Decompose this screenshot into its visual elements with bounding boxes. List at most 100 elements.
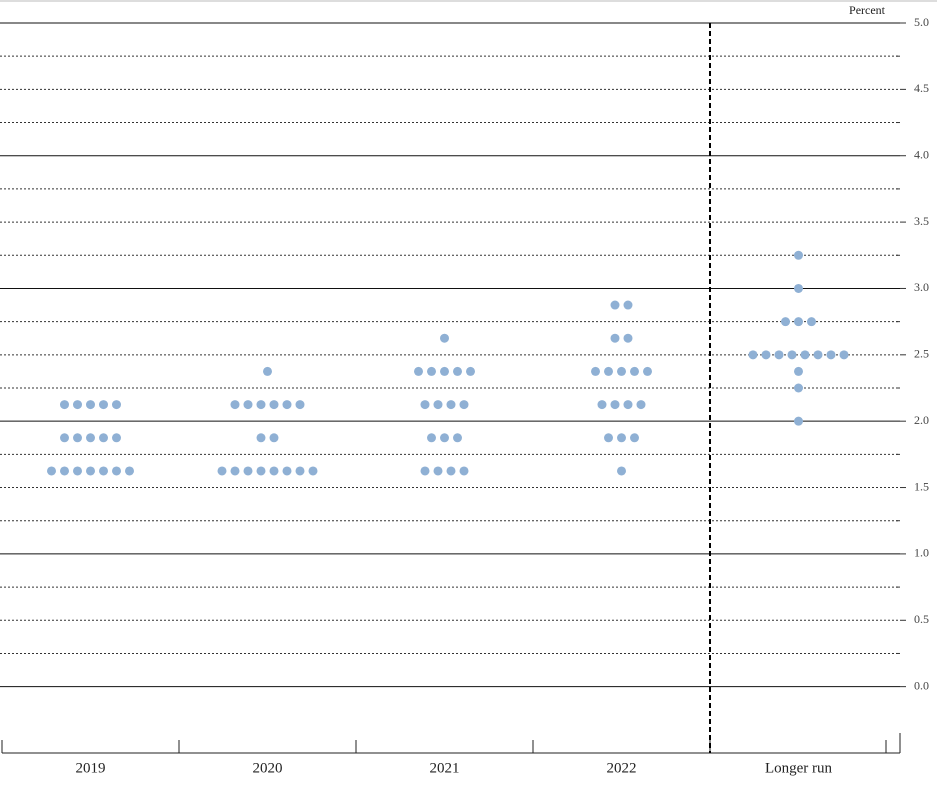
dot xyxy=(440,433,449,443)
dot xyxy=(610,333,620,343)
dot xyxy=(420,466,430,476)
dot xyxy=(60,433,69,443)
dot xyxy=(60,400,69,410)
dot xyxy=(761,350,771,360)
dot xyxy=(263,366,272,376)
dot xyxy=(623,400,633,410)
dot xyxy=(781,317,790,327)
dot xyxy=(617,366,626,376)
dot xyxy=(73,433,82,443)
dot xyxy=(73,466,82,476)
dot xyxy=(243,466,253,476)
x-tick-label: 2022 xyxy=(607,760,637,776)
dot xyxy=(466,366,475,376)
dot xyxy=(282,400,292,410)
dot xyxy=(604,366,613,376)
dot xyxy=(295,466,305,476)
dot xyxy=(643,366,652,376)
dot xyxy=(99,466,108,476)
dot xyxy=(453,433,462,443)
dot xyxy=(86,433,95,443)
unit-label: Percent xyxy=(849,3,886,17)
dot xyxy=(243,400,253,410)
dot xyxy=(826,350,836,360)
y-tick-label: 3.5 xyxy=(914,214,929,228)
y-tick-label: 1.5 xyxy=(914,479,929,493)
y-tick-label: 0.5 xyxy=(914,612,929,626)
x-tick-label: 2021 xyxy=(430,760,460,776)
dot xyxy=(446,466,456,476)
y-tick-label: 4.5 xyxy=(914,81,929,95)
dot xyxy=(459,400,469,410)
dot xyxy=(794,283,803,293)
x-tick-label: 2020 xyxy=(253,760,283,776)
dot xyxy=(630,366,639,376)
dot xyxy=(269,400,279,410)
dot xyxy=(86,466,95,476)
dot xyxy=(839,350,849,360)
dot xyxy=(610,300,620,310)
dot xyxy=(414,366,423,376)
dot xyxy=(217,466,227,476)
y-tick-label: 5.0 xyxy=(914,15,929,29)
dot xyxy=(99,433,108,443)
dot xyxy=(427,433,436,443)
dot xyxy=(813,350,823,360)
dot xyxy=(433,466,443,476)
dot xyxy=(623,300,633,310)
dot xyxy=(440,333,449,343)
dot xyxy=(617,466,626,476)
dot xyxy=(433,400,443,410)
dot xyxy=(295,400,305,410)
dot xyxy=(440,366,449,376)
dot xyxy=(630,433,639,443)
dot xyxy=(269,433,279,443)
dot xyxy=(230,400,240,410)
dot xyxy=(420,400,430,410)
dot xyxy=(256,400,266,410)
dot xyxy=(748,350,758,360)
dot xyxy=(794,317,803,327)
dot xyxy=(597,400,607,410)
dot xyxy=(794,416,803,426)
dot xyxy=(230,466,240,476)
dot xyxy=(282,466,292,476)
dot xyxy=(794,366,803,376)
dot xyxy=(807,317,816,327)
dot xyxy=(125,466,134,476)
dot xyxy=(604,433,613,443)
dot xyxy=(794,383,803,393)
dot xyxy=(269,466,279,476)
y-tick-label: 2.0 xyxy=(914,413,929,427)
dot xyxy=(112,433,121,443)
dot xyxy=(623,333,633,343)
dot xyxy=(800,350,810,360)
dot xyxy=(308,466,318,476)
dot xyxy=(427,366,436,376)
dot xyxy=(617,433,626,443)
dot xyxy=(774,350,784,360)
dot xyxy=(86,400,95,410)
dot xyxy=(60,466,69,476)
dot xyxy=(459,466,469,476)
dot xyxy=(256,466,266,476)
y-tick-label: 3.0 xyxy=(914,280,929,294)
dot xyxy=(787,350,797,360)
dot xyxy=(256,433,266,443)
dot xyxy=(636,400,646,410)
x-tick-label: Longer run xyxy=(765,760,833,776)
dot xyxy=(99,400,108,410)
dot xyxy=(47,466,56,476)
dot xyxy=(446,400,456,410)
dot xyxy=(591,366,600,376)
dot xyxy=(610,400,620,410)
x-tick-label: 2019 xyxy=(76,760,106,776)
dot xyxy=(112,400,121,410)
y-tick-label: 0.0 xyxy=(914,678,929,692)
y-tick-label: 1.0 xyxy=(914,546,929,560)
dot xyxy=(112,466,121,476)
dot xyxy=(73,400,82,410)
dot xyxy=(453,366,462,376)
dot xyxy=(794,250,803,260)
